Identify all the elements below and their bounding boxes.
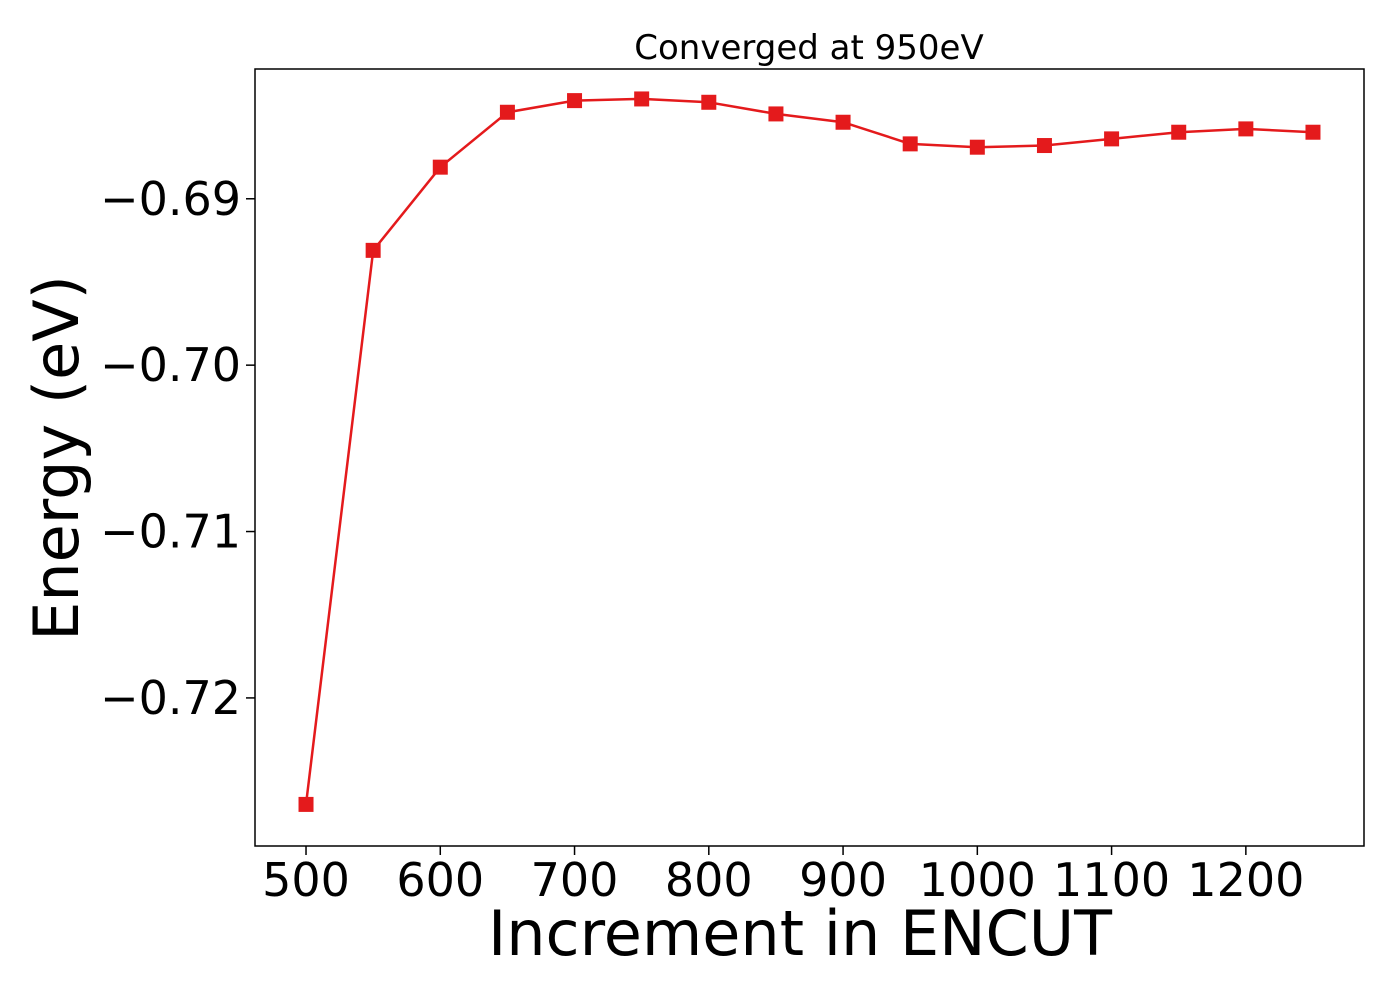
y-tick-label: −0.70 — [100, 338, 241, 392]
x-tick-label: 600 — [396, 853, 484, 907]
data-point — [365, 242, 381, 258]
chart-ticks: 500 600 700 800 900 1000 1100 1200 −0.72 −0.71 −0.… — [100, 172, 1304, 907]
x-tick-label: 900 — [799, 853, 887, 907]
chart-title: Converged at 950eV — [634, 28, 983, 68]
data-point — [1171, 124, 1187, 140]
data-point — [1104, 131, 1120, 147]
data-point — [567, 93, 583, 109]
data-point — [634, 91, 650, 107]
y-tick-label: −0.72 — [100, 671, 241, 725]
data-point — [499, 104, 515, 120]
data-point — [835, 114, 851, 130]
data-point — [432, 159, 448, 175]
data-point — [902, 136, 918, 152]
plot-background — [255, 69, 1364, 846]
x-tick-label: 1000 — [919, 853, 1036, 907]
data-point — [1238, 121, 1254, 137]
y-tick-label: −0.71 — [100, 505, 241, 559]
y-axis-label: Energy (eV) — [20, 275, 93, 641]
x-tick-label: 1200 — [1187, 853, 1304, 907]
chart-marks — [298, 91, 1321, 812]
x-tick-label: 500 — [262, 853, 350, 907]
data-point — [298, 796, 314, 812]
plot-frame — [254, 68, 1365, 847]
data-point — [969, 139, 985, 155]
x-axis-label: Increment in ENCUT — [488, 897, 1113, 970]
x-tick-label: 1100 — [1053, 853, 1170, 907]
x-tick-label: 800 — [665, 853, 753, 907]
data-point — [701, 94, 717, 110]
x-tick-label: 700 — [531, 853, 619, 907]
series-line — [304, 97, 1314, 805]
data-point — [1305, 124, 1321, 140]
data-point — [1036, 138, 1052, 154]
y-tick-label: −0.69 — [100, 172, 241, 226]
data-point — [768, 106, 784, 122]
